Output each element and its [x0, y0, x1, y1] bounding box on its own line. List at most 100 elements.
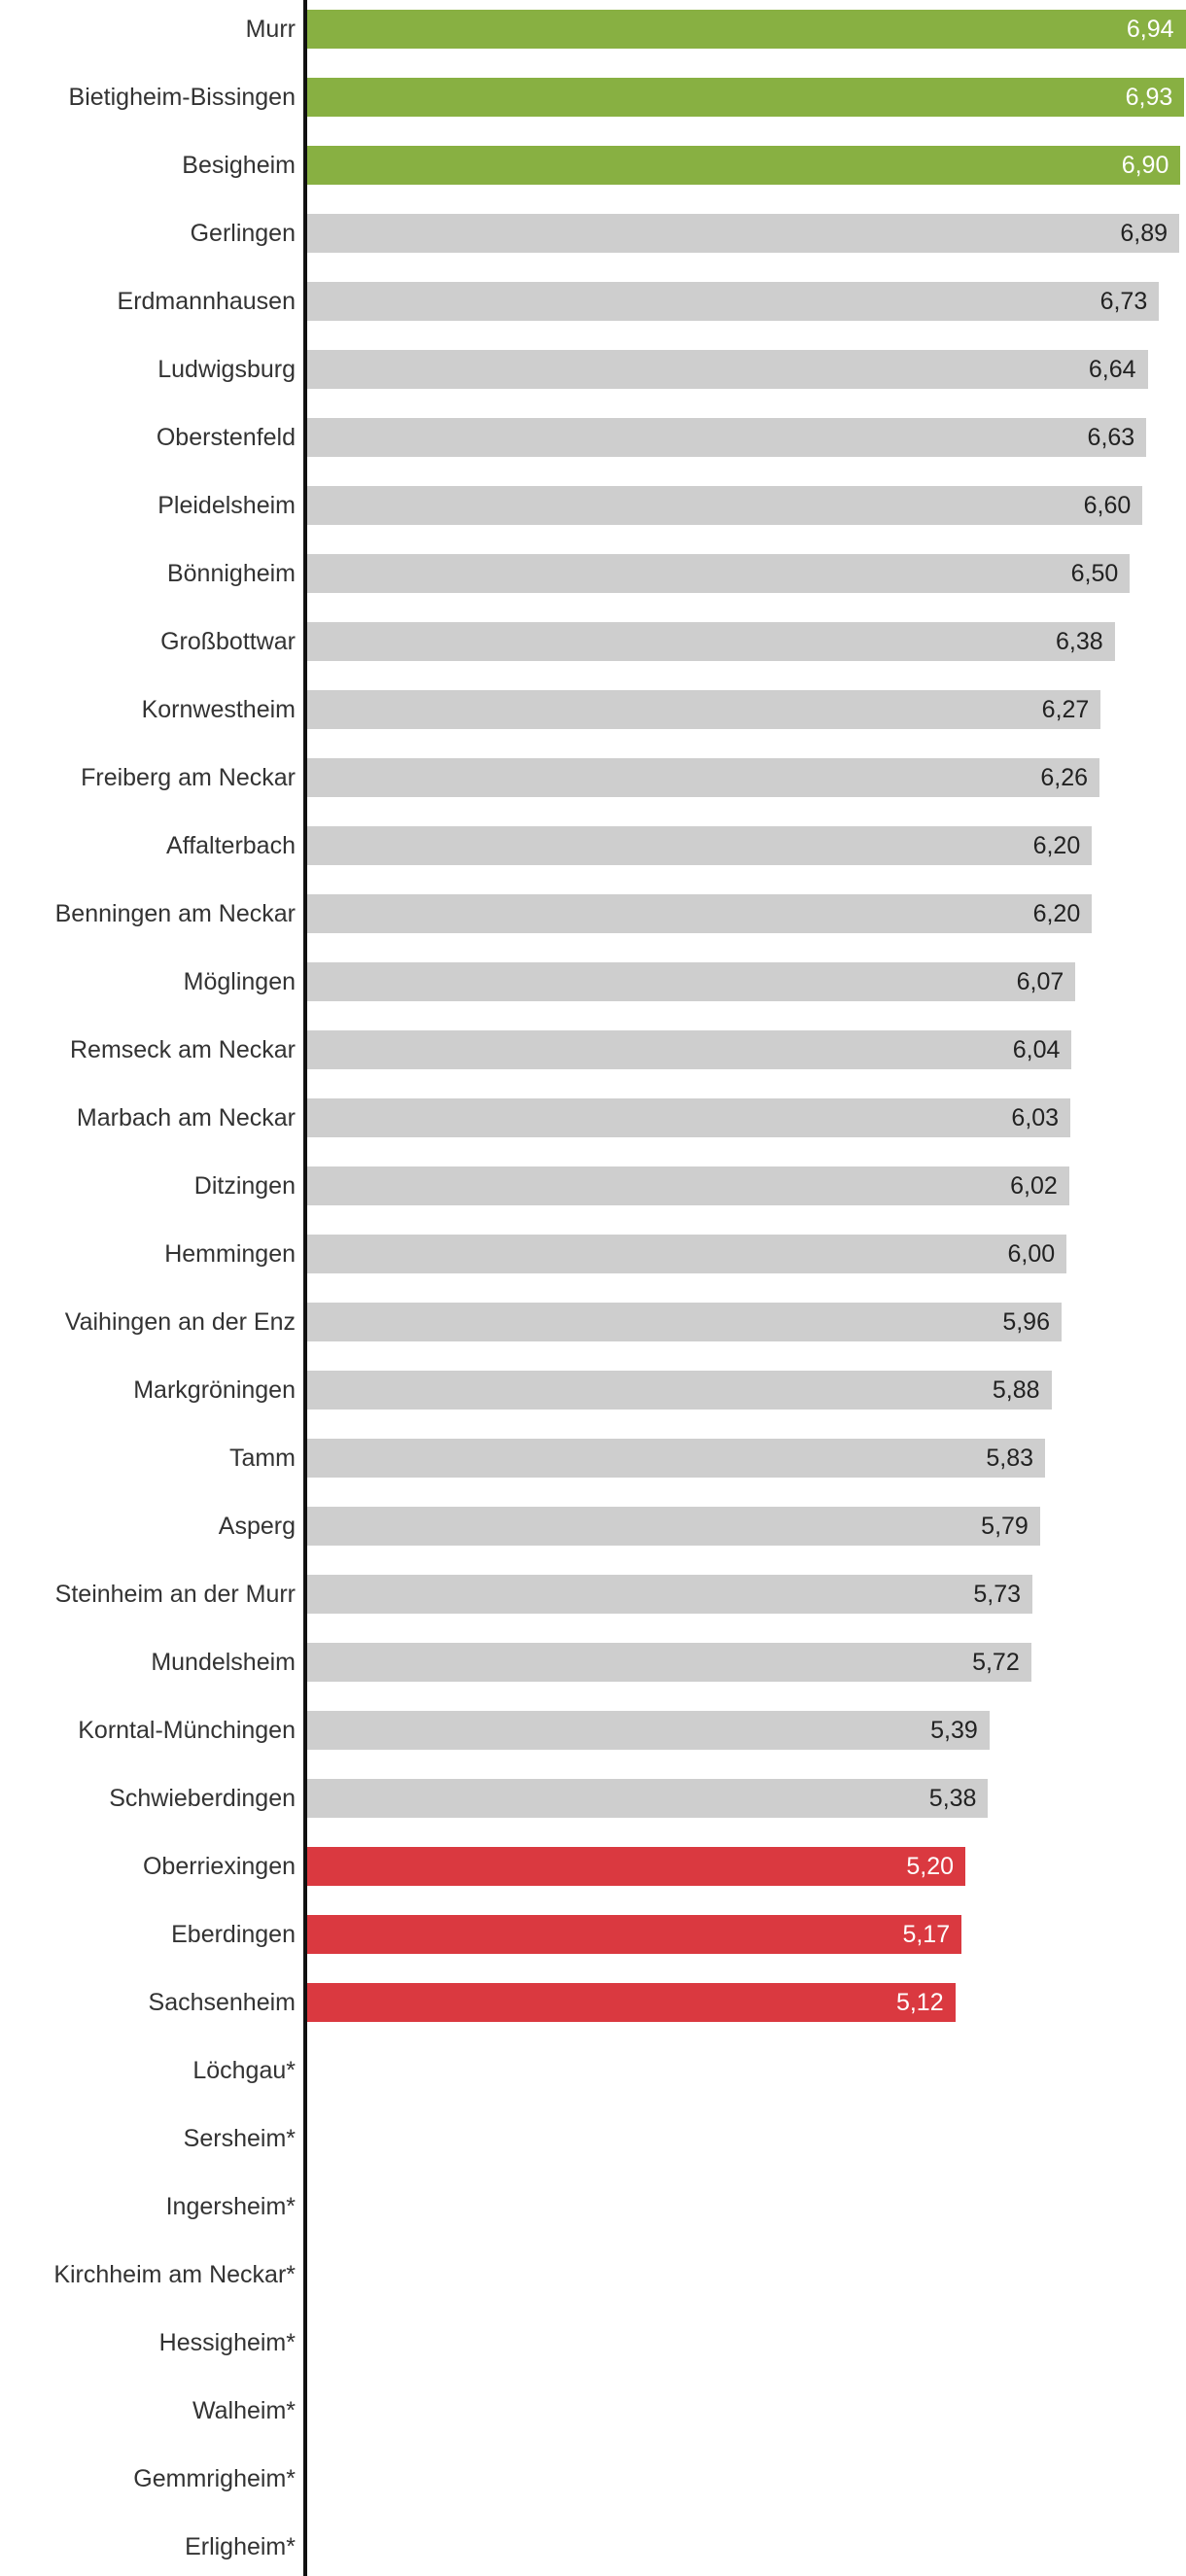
value-label: 6,73	[1099, 288, 1148, 315]
category-label: Gemmrigheim*	[133, 2465, 296, 2492]
bar: 6,26	[307, 758, 1100, 797]
category-label: Oberriexingen	[142, 1853, 296, 1880]
value-label: 6,20	[1032, 900, 1081, 927]
value-label: 5,88	[992, 1376, 1040, 1404]
y-axis-line	[303, 0, 307, 2576]
category-label: Löchgau*	[192, 2057, 296, 2084]
bar-row: Walheim*	[0, 2391, 1186, 2430]
value-label: 5,79	[981, 1513, 1029, 1540]
value-label: 5,96	[1002, 1308, 1050, 1336]
category-label: Oberstenfeld	[156, 424, 296, 451]
category-label: Eberdingen	[171, 1921, 296, 1948]
value-label: 5,17	[902, 1921, 951, 1948]
value-label: 5,12	[895, 1989, 944, 2016]
bar: 6,38	[307, 622, 1115, 661]
bar: 6,94	[307, 10, 1186, 49]
bar-row: Gerlingen 6,89	[0, 214, 1186, 253]
bar-row: Murr 6,94	[0, 10, 1186, 49]
bar: 6,64	[307, 350, 1148, 389]
bar-row: Sersheim*	[0, 2119, 1186, 2158]
bar: 6,60	[307, 486, 1143, 525]
bar-row: Mundelsheim 5,72	[0, 1643, 1186, 1682]
bar: 5,79	[307, 1507, 1040, 1546]
bar-row: Markgröningen 5,88	[0, 1371, 1186, 1410]
bar: 5,72	[307, 1643, 1031, 1682]
bar-row: Ludwigsburg 6,64	[0, 350, 1186, 389]
category-label: Benningen am Neckar	[54, 900, 296, 927]
bar: 5,17	[307, 1915, 962, 1954]
category-label: Erligheim*	[185, 2533, 296, 2560]
value-label: 6,04	[1012, 1036, 1061, 1063]
value-label: 6,00	[1007, 1240, 1056, 1268]
value-label: 6,64	[1088, 356, 1136, 383]
bar-row: Hemmingen 6,00	[0, 1235, 1186, 1273]
value-label: 6,07	[1016, 968, 1064, 995]
value-label: 6,89	[1120, 220, 1169, 247]
bar-row: Affalterbach 6,20	[0, 826, 1186, 865]
category-label: Murr	[245, 16, 296, 43]
category-label: Tamm	[228, 1445, 296, 1472]
bar-row: Ditzingen 6,02	[0, 1166, 1186, 1205]
bar-row: Benningen am Neckar 6,20	[0, 894, 1186, 933]
category-label: Sachsenheim	[148, 1989, 296, 2016]
category-label: Mundelsheim	[151, 1649, 296, 1676]
bar: 5,12	[307, 1983, 956, 2022]
bar: 6,50	[307, 554, 1131, 593]
category-label: Korntal-Münchingen	[78, 1717, 296, 1744]
value-label: 6,03	[1011, 1104, 1060, 1131]
bar-row: Asperg 5,79	[0, 1507, 1186, 1546]
value-label: 6,20	[1032, 832, 1081, 859]
bar-row: Korntal-Münchingen 5,39	[0, 1711, 1186, 1750]
value-label: 5,39	[930, 1717, 978, 1744]
bar-row: Erdmannhausen 6,73	[0, 282, 1186, 321]
bar: 5,83	[307, 1439, 1046, 1478]
value-label: 6,02	[1010, 1172, 1058, 1200]
category-label: Markgröningen	[133, 1376, 296, 1404]
category-label: Walheim*	[192, 2397, 296, 2424]
bar-row: Remseck am Neckar 6,04	[0, 1030, 1186, 1069]
category-label: Kirchheim am Neckar*	[53, 2261, 296, 2288]
bar-row: Oberstenfeld 6,63	[0, 418, 1186, 457]
value-label: 6,60	[1083, 492, 1132, 519]
bar: 5,20	[307, 1847, 966, 1886]
bar-row: Sachsenheim 5,12	[0, 1983, 1186, 2022]
bar: 6,02	[307, 1166, 1069, 1205]
bar-row: Besigheim 6,90	[0, 146, 1186, 185]
category-label: Erdmannhausen	[117, 288, 296, 315]
category-label: Remseck am Neckar	[70, 1036, 296, 1063]
bar-row: Gemmrigheim*	[0, 2459, 1186, 2498]
value-label: 5,72	[972, 1649, 1020, 1676]
category-label: Schwieberdingen	[109, 1785, 296, 1812]
bar-row: Kirchheim am Neckar*	[0, 2255, 1186, 2294]
category-label: Freiberg am Neckar	[81, 764, 296, 791]
category-label: Marbach am Neckar	[76, 1104, 296, 1131]
value-label: 6,26	[1040, 764, 1089, 791]
bar: 6,03	[307, 1098, 1071, 1137]
bar-row: Marbach am Neckar 6,03	[0, 1098, 1186, 1137]
bar: 6,63	[307, 418, 1147, 457]
bar: 6,04	[307, 1030, 1072, 1069]
bar-row: Erligheim*	[0, 2527, 1186, 2566]
category-label: Kornwestheim	[141, 696, 296, 723]
bar-row: Großbottwar 6,38	[0, 622, 1186, 661]
bar: 6,93	[307, 78, 1185, 117]
bar-row: Freiberg am Neckar 6,26	[0, 758, 1186, 797]
bar-row: Kornwestheim 6,27	[0, 690, 1186, 729]
bar: 6,20	[307, 894, 1093, 933]
bar-row: Schwieberdingen 5,38	[0, 1779, 1186, 1818]
bar-row: Eberdingen 5,17	[0, 1915, 1186, 1954]
bar-row: Steinheim an der Murr 5,73	[0, 1575, 1186, 1614]
category-label: Bönnigheim	[166, 560, 296, 587]
value-label: 6,50	[1070, 560, 1119, 587]
value-label: 5,73	[973, 1581, 1022, 1608]
value-label: 6,93	[1125, 84, 1173, 111]
bar: 6,20	[307, 826, 1093, 865]
category-label: Hessigheim*	[158, 2329, 296, 2356]
bar: 5,73	[307, 1575, 1033, 1614]
bar: 6,07	[307, 962, 1076, 1001]
category-label: Ingersheim*	[165, 2193, 296, 2220]
category-label: Gerlingen	[190, 220, 296, 247]
value-label: 6,38	[1056, 628, 1103, 655]
bar: 6,00	[307, 1235, 1067, 1273]
bar: 5,39	[307, 1711, 990, 1750]
